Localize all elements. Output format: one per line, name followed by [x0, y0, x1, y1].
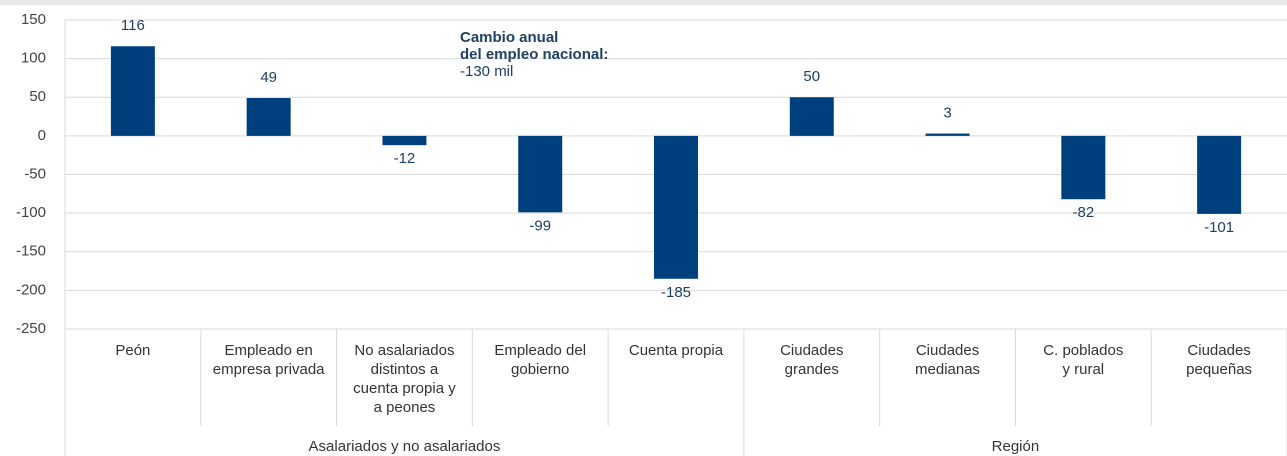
x-tick-label: Ciudades grandes	[780, 342, 844, 378]
bar	[654, 135, 698, 279]
value-label: -101	[1204, 219, 1234, 236]
y-tick-label: -100	[16, 204, 46, 221]
x-tick-label: Empleado del gobierno	[494, 342, 587, 378]
x-tick-label: No asalariados distintos a cuenta propia…	[353, 342, 456, 416]
bar	[110, 46, 155, 136]
x-tick-label: Cuenta propia	[628, 342, 724, 359]
y-tick-label: -50	[24, 165, 46, 182]
y-tick-label: -200	[16, 281, 46, 298]
bar	[518, 135, 563, 213]
y-tick-label: 0	[38, 127, 46, 144]
group-label: Región	[991, 438, 1040, 455]
x-tick-label: Ciudades pequeñas	[1186, 342, 1253, 378]
value-label: 50	[803, 68, 820, 85]
annotation: Cambio anual del empleo nacional: -130 m…	[460, 29, 608, 80]
bar	[925, 133, 970, 136]
value-label: 49	[260, 69, 277, 86]
bar	[1061, 135, 1106, 200]
y-tick-label: -150	[16, 243, 46, 260]
x-tick-label: Ciudades medianas	[915, 342, 981, 378]
bar	[382, 135, 427, 146]
value-label: -185	[661, 284, 691, 301]
top-bar	[0, 0, 1287, 5]
value-label: -99	[529, 217, 551, 234]
y-tick-label: -250	[16, 320, 46, 337]
annotation-value: -130 mil	[460, 63, 514, 80]
group-label: Asalariados y no asalariados	[308, 438, 501, 455]
y-tick-label: 100	[21, 50, 46, 67]
y-tick-label: 50	[29, 88, 46, 105]
value-label: 116	[121, 17, 145, 34]
x-tick-label: Peón	[115, 342, 151, 359]
bar	[1197, 135, 1242, 214]
x-tick-label: C. poblados y rural	[1043, 342, 1124, 378]
value-label: -82	[1072, 204, 1094, 221]
value-label: 3	[943, 105, 951, 122]
y-tick-label: 150	[21, 11, 46, 28]
bar	[789, 97, 834, 136]
annotation-title: Cambio anual del empleo nacional:	[460, 29, 609, 63]
bar	[246, 98, 291, 136]
x-tick-label: Empleado en empresa privada	[212, 342, 325, 378]
value-label: -12	[394, 150, 416, 167]
